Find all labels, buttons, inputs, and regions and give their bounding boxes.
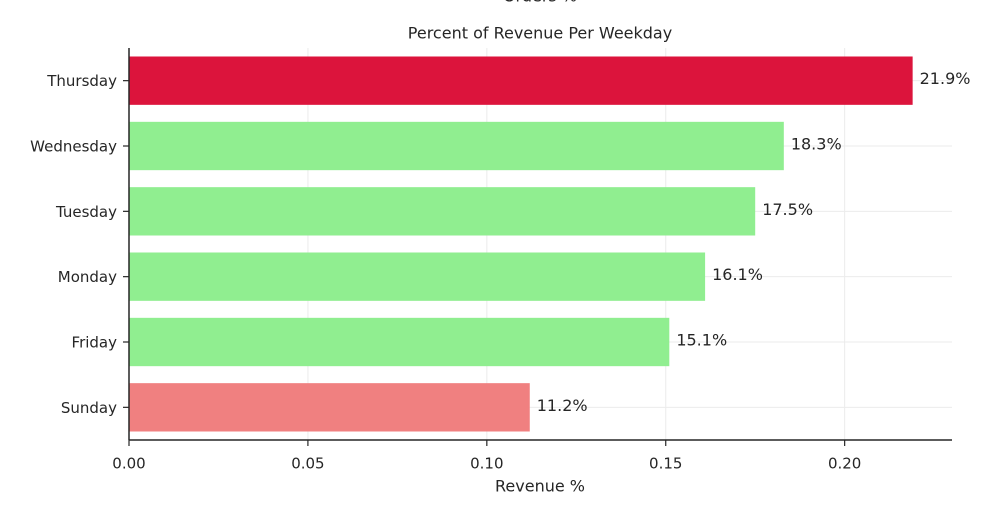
chart-title: Percent of Revenue Per Weekday [408, 24, 672, 43]
bar [129, 383, 530, 432]
y-tick-label: Sunday [61, 399, 117, 417]
data-label: 18.3% [791, 135, 842, 154]
y-tick-label: Monday [58, 268, 117, 286]
bar [129, 252, 706, 301]
suptitle: Orders % [503, 0, 577, 6]
x-tick-label: 0.05 [291, 455, 324, 473]
x-tick-label: 0.15 [649, 455, 682, 473]
data-label: 21.9% [920, 69, 971, 88]
bar [129, 56, 913, 105]
bar [129, 121, 784, 171]
x-tick-label: 0.10 [470, 455, 503, 473]
data-label: 17.5% [762, 200, 813, 219]
data-label: 16.1% [712, 265, 763, 284]
x-tick-label: 0.00 [112, 455, 145, 473]
y-tick-label: Tuesday [55, 203, 117, 221]
x-tick-label: 0.20 [828, 455, 861, 473]
y-tick-label: Friday [72, 334, 118, 352]
y-tick-label: Wednesday [30, 138, 117, 156]
data-label: 11.2% [537, 396, 588, 415]
data-label: 15.1% [676, 331, 727, 350]
x-axis-label: Revenue % [495, 477, 585, 496]
y-tick-label: Thursday [46, 72, 117, 90]
bar [129, 317, 670, 367]
bar [129, 187, 756, 236]
